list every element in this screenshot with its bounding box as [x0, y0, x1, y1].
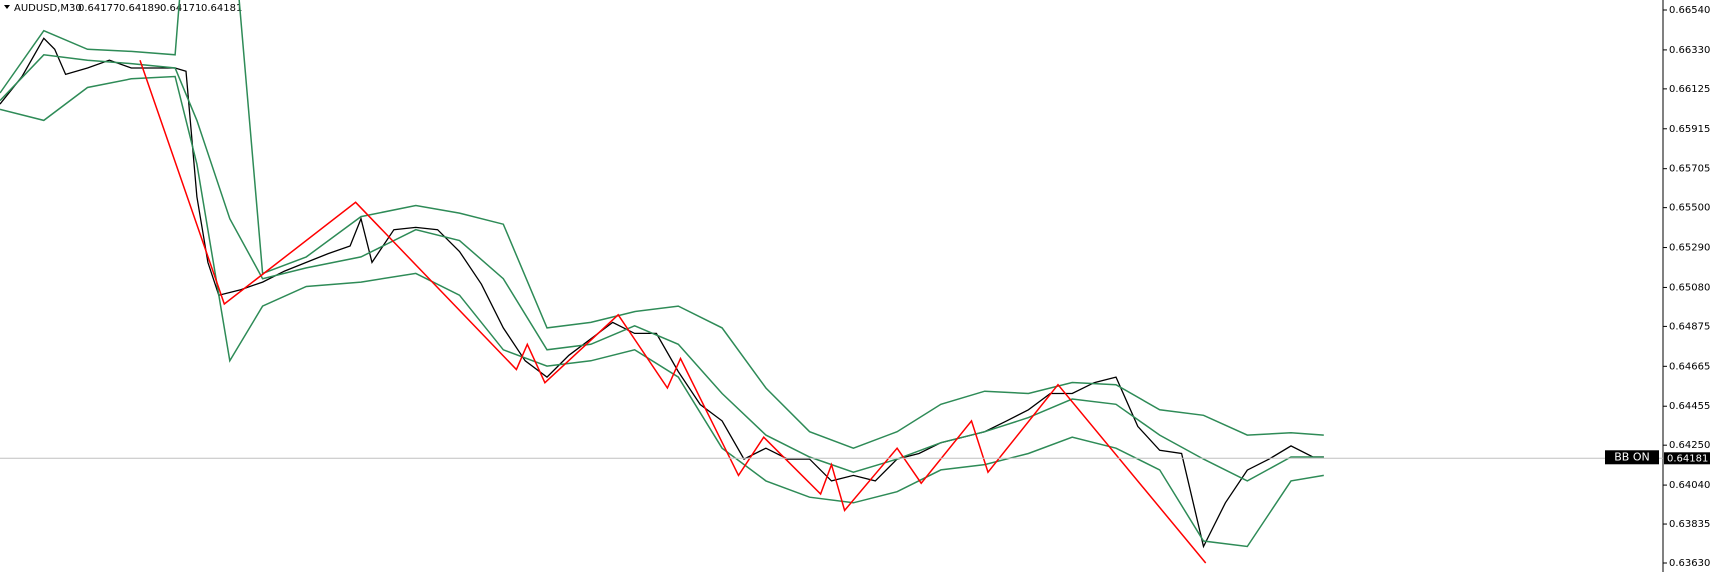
y-tick-label: 0.63630	[1669, 558, 1710, 569]
bb-button-label[interactable]: BB ON	[1614, 450, 1649, 463]
y-tick-label: 0.64665	[1669, 361, 1710, 372]
symbol: AUDUSD,M30	[14, 3, 82, 14]
ohlc-value: 0.64177	[78, 3, 119, 14]
series-line	[0, 75, 1324, 548]
ohlc-value: 0.64171	[160, 3, 201, 14]
series-line	[0, 54, 1324, 482]
y-tick-label: 0.63835	[1669, 519, 1710, 530]
y-tick-label: 0.65500	[1669, 203, 1710, 214]
current-price-label: 0.64181	[1667, 453, 1708, 464]
series-line	[0, 0, 1324, 450]
y-tick-label: 0.64455	[1669, 401, 1710, 412]
y-tick-label: 0.65705	[1669, 164, 1710, 175]
y-tick-label: 0.65290	[1669, 243, 1710, 254]
y-tick-label: 0.66125	[1669, 84, 1710, 95]
ohlc-values: 0.64177 0.64189 0.64171 0.64181	[78, 3, 242, 14]
y-tick-label: 0.64875	[1669, 321, 1710, 332]
ohlc-value: 0.64189	[119, 3, 160, 14]
y-tick-label: 0.65915	[1669, 124, 1710, 135]
ohlc-value: 0.64181	[201, 3, 242, 14]
menu-arrow[interactable]	[4, 5, 10, 9]
y-tick-label: 0.65080	[1669, 282, 1710, 293]
y-tick-label: 0.64040	[1669, 480, 1710, 491]
series-line	[0, 37, 1324, 549]
plot-area	[0, 0, 1324, 564]
bb-button[interactable]	[1605, 450, 1659, 465]
series-line	[139, 59, 1207, 564]
y-tick-label: 0.64250	[1669, 440, 1710, 451]
current-price-box	[1664, 452, 1710, 465]
y-tick-label: 0.66540	[1669, 5, 1710, 16]
y-tick-label: 0.66330	[1669, 45, 1710, 56]
